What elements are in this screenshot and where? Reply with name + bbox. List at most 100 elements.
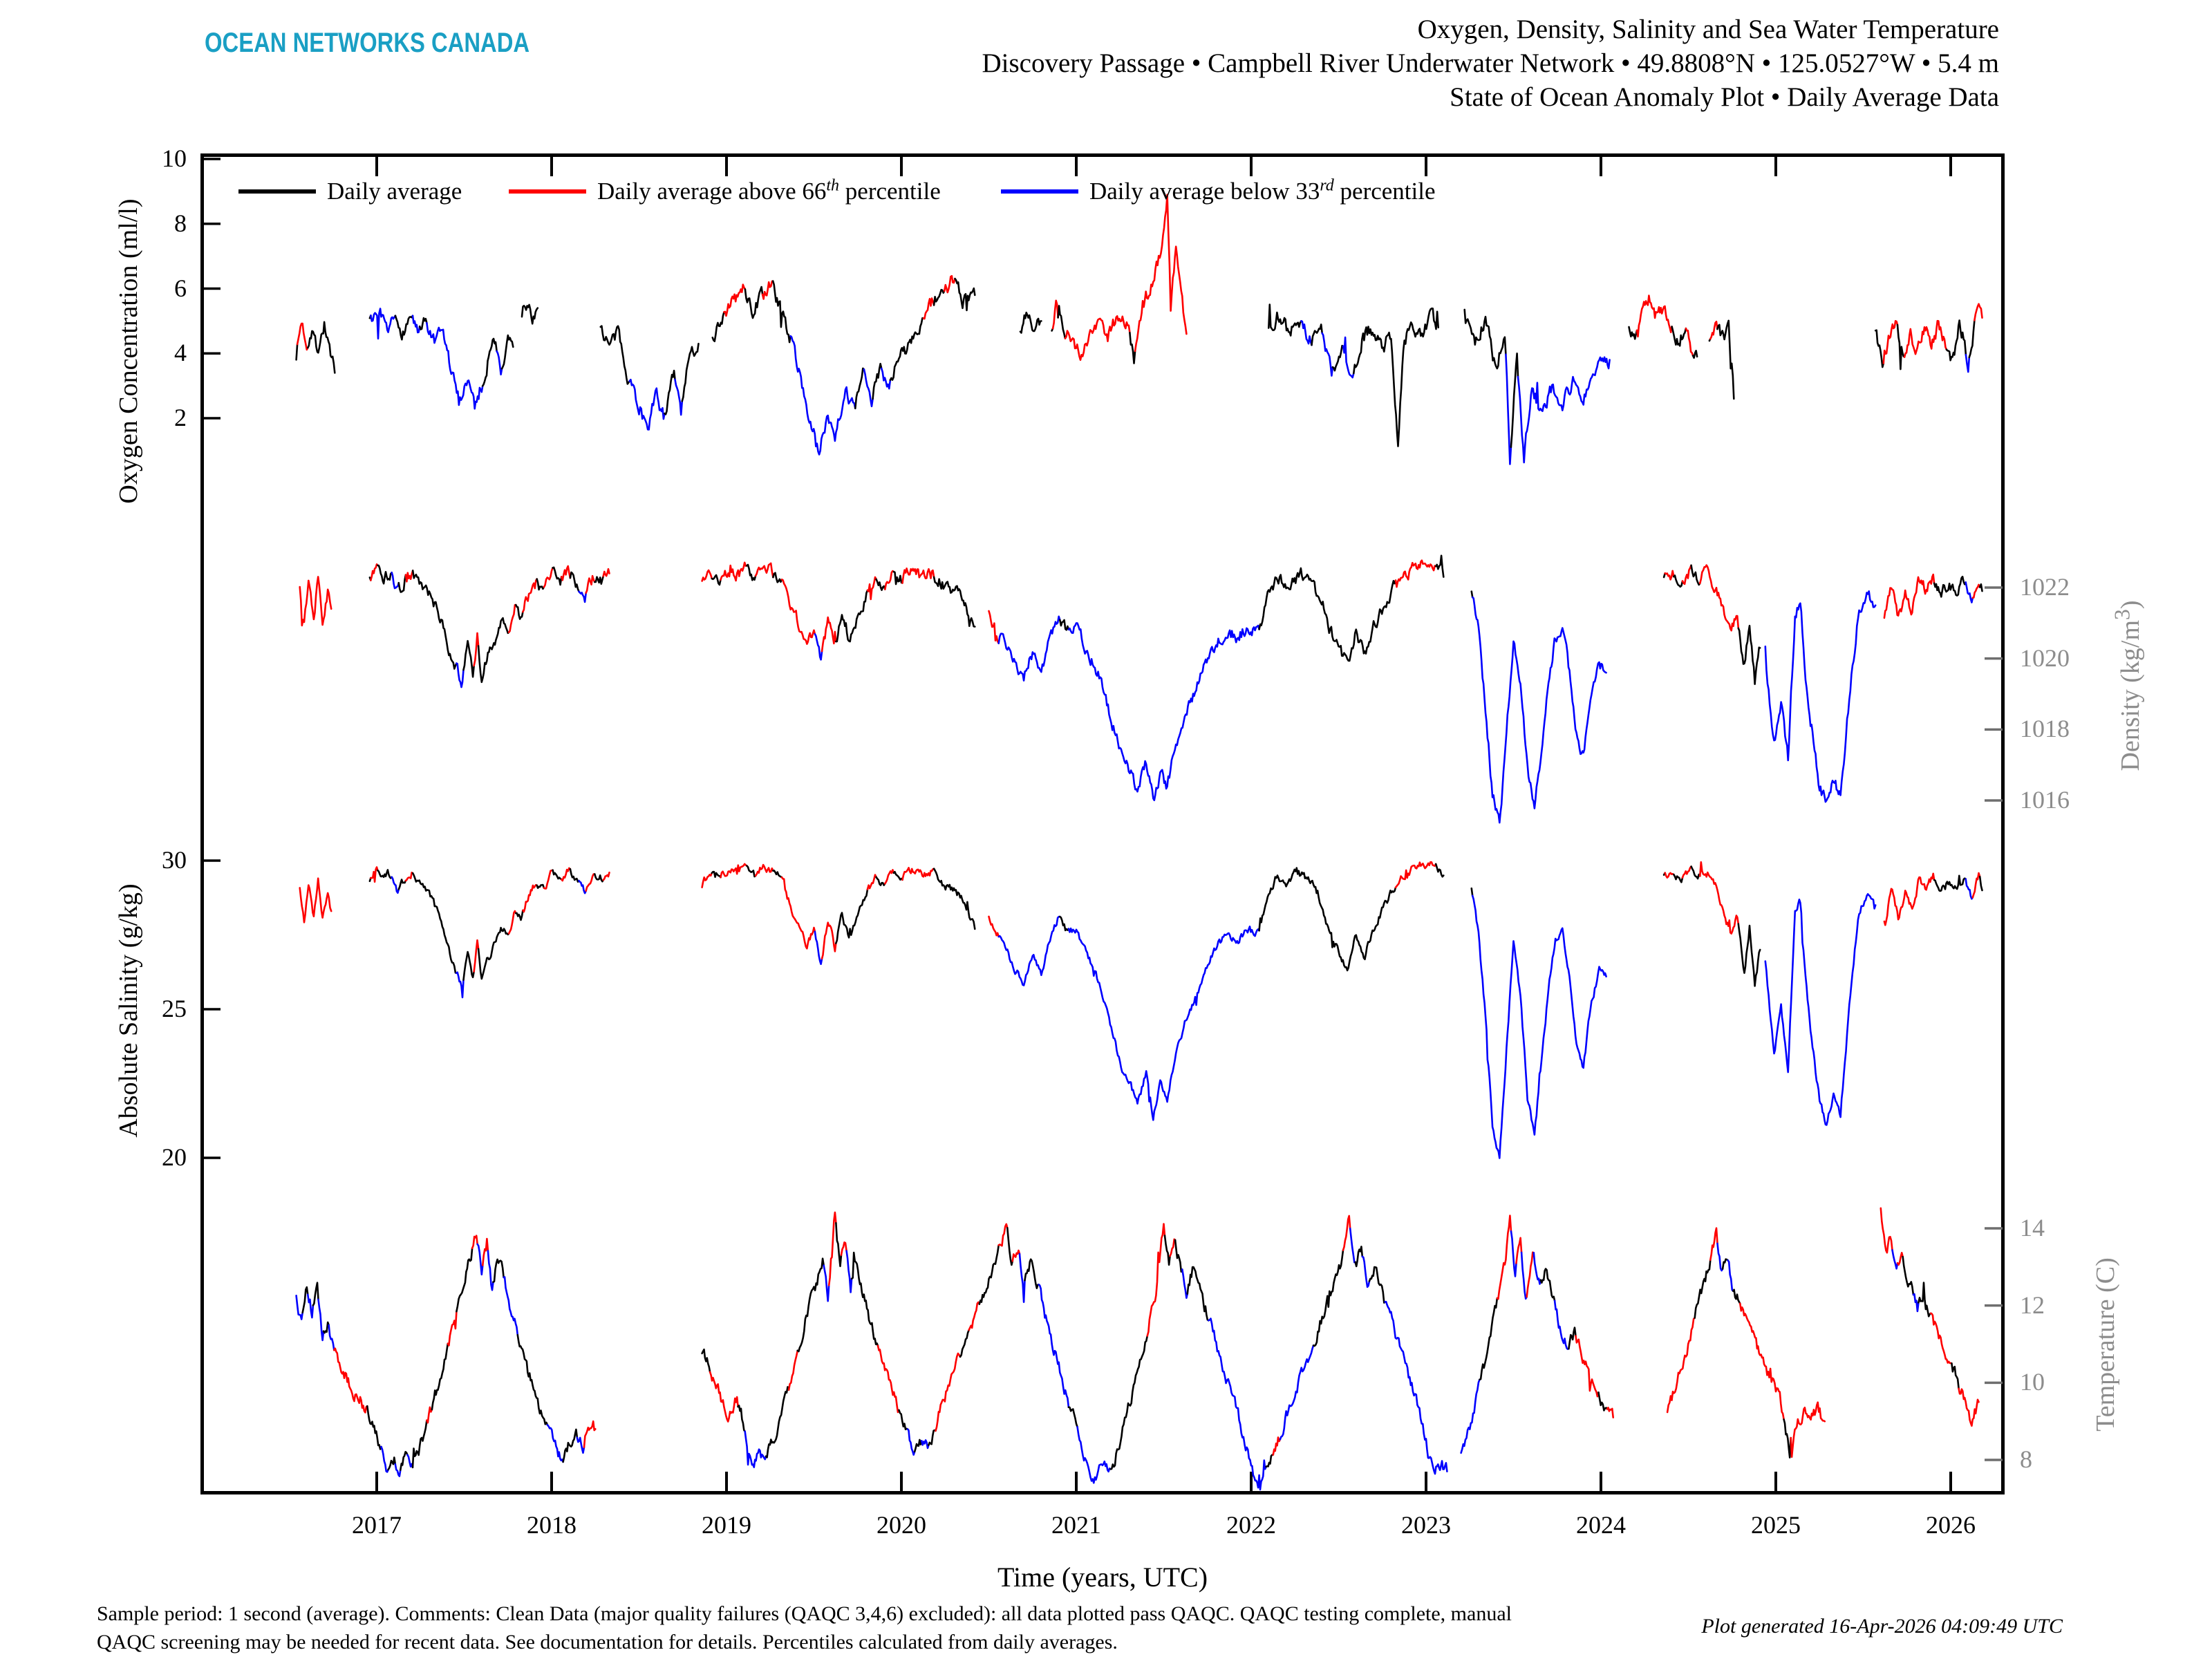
temperature-series-daily-average: [516, 1333, 549, 1426]
footer-line-1: Sample period: 1 second (average). Comme…: [97, 1602, 1512, 1625]
density-series-above-66th-percentile: [901, 567, 935, 584]
temperature-series-daily-average: [898, 1409, 909, 1431]
temperature-series-below-33rd-percentile: [503, 1276, 519, 1336]
oxygen-series-daily-average: [418, 317, 428, 330]
temperature-series-below-33rd-percentile: [307, 1293, 315, 1319]
density-series-below-33rd-percentile: [578, 590, 588, 603]
salinity-tick-label: 20: [162, 1143, 187, 1171]
oxygen-series-below-33rd-percentile: [789, 335, 856, 456]
title-line-2: Discovery Passage • Campbell River Under…: [982, 48, 2000, 78]
temperature-series-below-33rd-percentile: [394, 1463, 402, 1477]
temperature-series-daily-average: [796, 1257, 825, 1353]
legend-line-sample: [509, 189, 586, 194]
oxygen-series-daily-average: [711, 311, 725, 343]
oxygen-series-daily-average: [1463, 308, 1507, 370]
temperature-series-above-66th-percentile: [447, 1310, 458, 1347]
salinity-series-above-66th-percentile: [299, 877, 332, 924]
density-series-daily-average: [569, 571, 580, 592]
density-series-above-66th-percentile: [1971, 583, 1981, 599]
temperature-series-daily-average: [301, 1286, 309, 1314]
oxygen-series-below-33rd-percentile: [1342, 336, 1355, 379]
density-series-daily-average: [875, 578, 886, 591]
salinity-series-above-66th-percentile: [821, 921, 837, 959]
salinity-series-above-66th-percentile: [1394, 861, 1437, 889]
density-series-below-33rd-percentile: [391, 571, 400, 590]
temperature-series-below-33rd-percentile: [1533, 1252, 1542, 1285]
legend-item-2: Daily average below 33rd percentile: [1001, 176, 1436, 207]
salinity-series-above-66th-percentile: [1971, 872, 1981, 899]
temperature-series-below-33rd-percentile: [1716, 1242, 1724, 1272]
salinity-series-above-66th-percentile: [901, 867, 935, 881]
salinity-series-daily-average: [772, 870, 783, 879]
oxygen-series-daily-average: [1628, 326, 1638, 340]
temperature-series-below-33rd-percentile: [406, 1454, 414, 1469]
temperature-series-above-66th-percentile: [997, 1223, 1009, 1247]
density-series-above-66th-percentile: [1883, 573, 1936, 619]
oxygen-series-above-66th-percentile: [1134, 194, 1188, 353]
legend-line-sample: [1001, 189, 1078, 194]
salinity-series-daily-average: [411, 872, 458, 974]
salinity-series-above-66th-percentile: [370, 866, 379, 883]
temperature-series-below-33rd-percentile: [1727, 1259, 1734, 1292]
oxygen-series-daily-average: [1019, 311, 1042, 334]
temperature-series-below-33rd-percentile: [1181, 1268, 1189, 1299]
temperature-series-daily-average: [1265, 1454, 1275, 1468]
oxygen-series-daily-average: [599, 325, 631, 385]
temperature-series-above-66th-percentile: [1958, 1387, 1980, 1427]
temperature-series-above-66th-percentile: [877, 1344, 900, 1414]
oxygen-series-above-66th-percentile: [1974, 303, 1983, 321]
temperature-series-above-66th-percentile: [1880, 1207, 1893, 1254]
density-series-above-66th-percentile: [883, 570, 895, 590]
temperature-series-above-66th-percentile: [1496, 1215, 1512, 1300]
oxygen-series-above-66th-percentile: [1635, 294, 1673, 338]
temperature-series-below-33rd-percentile: [328, 1324, 335, 1351]
salinity-series-above-66th-percentile: [701, 872, 713, 888]
temperature-tick-label: 14: [2020, 1214, 2045, 1241]
salinity-series-daily-average: [377, 869, 393, 879]
salinity-series-below-33rd-percentile: [997, 915, 1061, 986]
oxygen-series-daily-average: [854, 367, 865, 410]
density-series-below-33rd-percentile: [997, 615, 1061, 682]
plot-title-block: Oxygen, Density, Salinity and Sea Water …: [982, 12, 2000, 114]
salinity-series-above-66th-percentile: [507, 910, 517, 935]
oxygen-tick-label: 6: [174, 274, 187, 302]
salinity-series-daily-average: [593, 873, 605, 883]
temperature-series-below-33rd-percentile: [1279, 1344, 1315, 1441]
temperature-series-below-33rd-percentile: [317, 1298, 325, 1342]
year-tick-label: 2017: [352, 1511, 402, 1539]
salinity-series-above-66th-percentile: [883, 869, 895, 885]
temperature-series-above-66th-percentile: [1146, 1223, 1166, 1337]
density-series-daily-average: [746, 563, 757, 581]
temperature-series-above-66th-percentile: [935, 1352, 962, 1432]
legend-label: Daily average below 33rd percentile: [1089, 176, 1436, 205]
oxygen-tick-label: 2: [174, 404, 187, 431]
oxygen-series-above-66th-percentile: [922, 297, 935, 320]
temperature-series-above-66th-percentile: [968, 1301, 981, 1331]
salinity-series-above-66th-percentile: [560, 867, 572, 882]
salinity-series-daily-average: [552, 869, 563, 881]
salinity-series-below-33rd-percentile: [1471, 894, 1607, 1159]
salinity-series-below-33rd-percentile: [391, 876, 400, 894]
salinity-series-below-33rd-percentile: [814, 930, 823, 965]
temperature-axis-title: Temperature (C): [2091, 1257, 2120, 1432]
density-series-above-66th-percentile: [560, 565, 572, 581]
salinity-series-above-66th-percentile: [1664, 872, 1675, 879]
oxygen-series-daily-average: [500, 334, 514, 370]
salinity-series-daily-average: [462, 950, 476, 981]
temperature-series-daily-average: [1174, 1239, 1183, 1273]
salinity-series-below-33rd-percentile: [455, 971, 465, 999]
salinity-series-daily-average: [514, 909, 524, 921]
oxygen-series-below-33rd-percentile: [1321, 332, 1334, 377]
temperature-series-daily-average: [1312, 1249, 1344, 1347]
oxygen-series-daily-average: [1129, 331, 1136, 364]
temperature-series-below-33rd-percentile: [1912, 1293, 1920, 1313]
temperature-series-below-33rd-percentile: [1510, 1230, 1517, 1277]
density-series-daily-average: [1434, 554, 1445, 578]
oxygen-series-daily-average: [1896, 324, 1906, 371]
density-series-daily-average: [1059, 619, 1070, 631]
temperature-series-daily-average: [1479, 1297, 1499, 1380]
oxygen-series-daily-average: [1968, 319, 1976, 359]
density-series-daily-average: [834, 589, 869, 643]
temperature-series-daily-average: [312, 1282, 319, 1306]
